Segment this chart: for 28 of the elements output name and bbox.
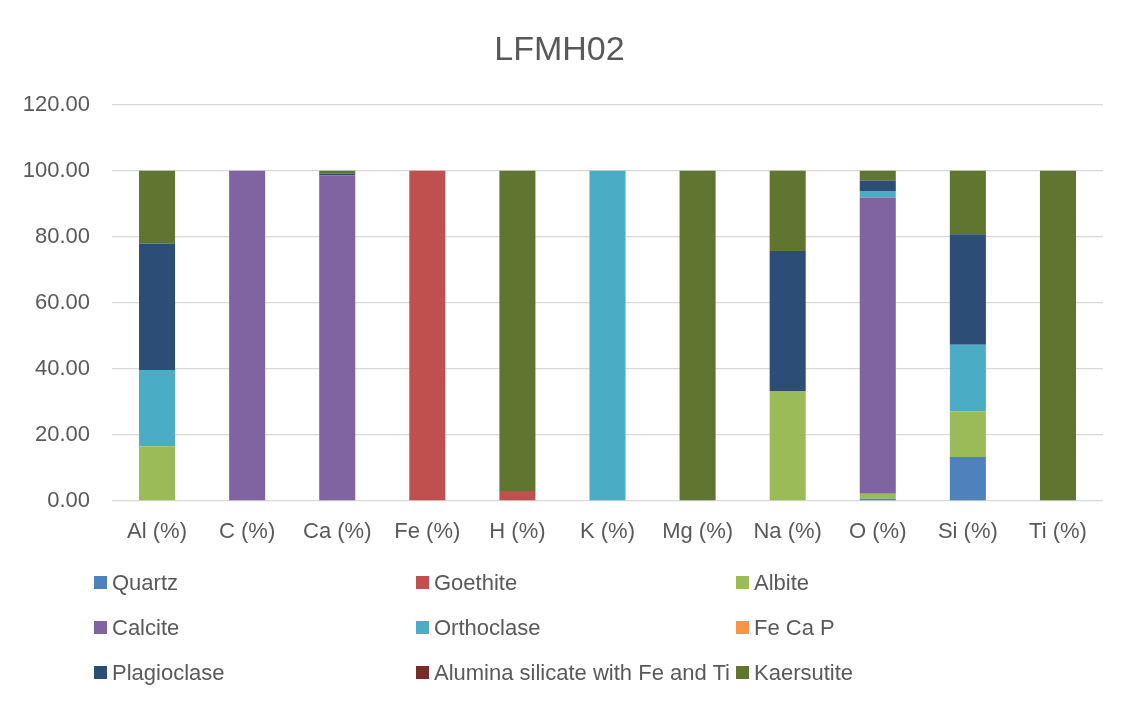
y-tick-label: 120.00 [22,90,90,116]
y-tick-label: 80.00 [34,222,90,248]
x-tick-label: Ti (%) [1029,518,1087,544]
legend-label: Albite [754,569,810,596]
legend-label: Quartz [112,569,179,596]
x-tick-label: H (%) [489,518,546,544]
x-tick-label: K (%) [580,518,635,544]
x-tick-label: Al (%) [127,518,187,544]
legend-label: Goethite [434,569,518,596]
legend-label: Alumina silicate with Fe and Ti [434,659,730,686]
y-tick-label: 0.00 [47,487,90,513]
x-tick-label: Si (%) [937,518,998,544]
legend-label: Orthoclase [434,614,541,641]
x-tick-label: Ca (%) [303,518,372,544]
legend-label: Fe Ca P [754,614,835,641]
legend-label: Kaersutite [754,659,854,686]
y-tick-label: 100.00 [22,156,90,182]
chart-title: LFMH02 [494,28,625,67]
x-tick-label: C (%) [219,518,276,544]
x-tick-label: Fe (%) [394,518,461,544]
y-tick-label: 40.00 [34,355,90,380]
legend-label: Plagioclase [112,659,225,686]
legend-label: Calcite [112,614,180,641]
x-tick-label: Mg (%) [662,518,734,544]
x-tick-label: Na (%) [753,518,822,544]
x-tick-label: O (%) [849,518,907,544]
y-tick-label: 20.00 [34,421,90,447]
y-tick-label: 60.00 [34,288,90,314]
